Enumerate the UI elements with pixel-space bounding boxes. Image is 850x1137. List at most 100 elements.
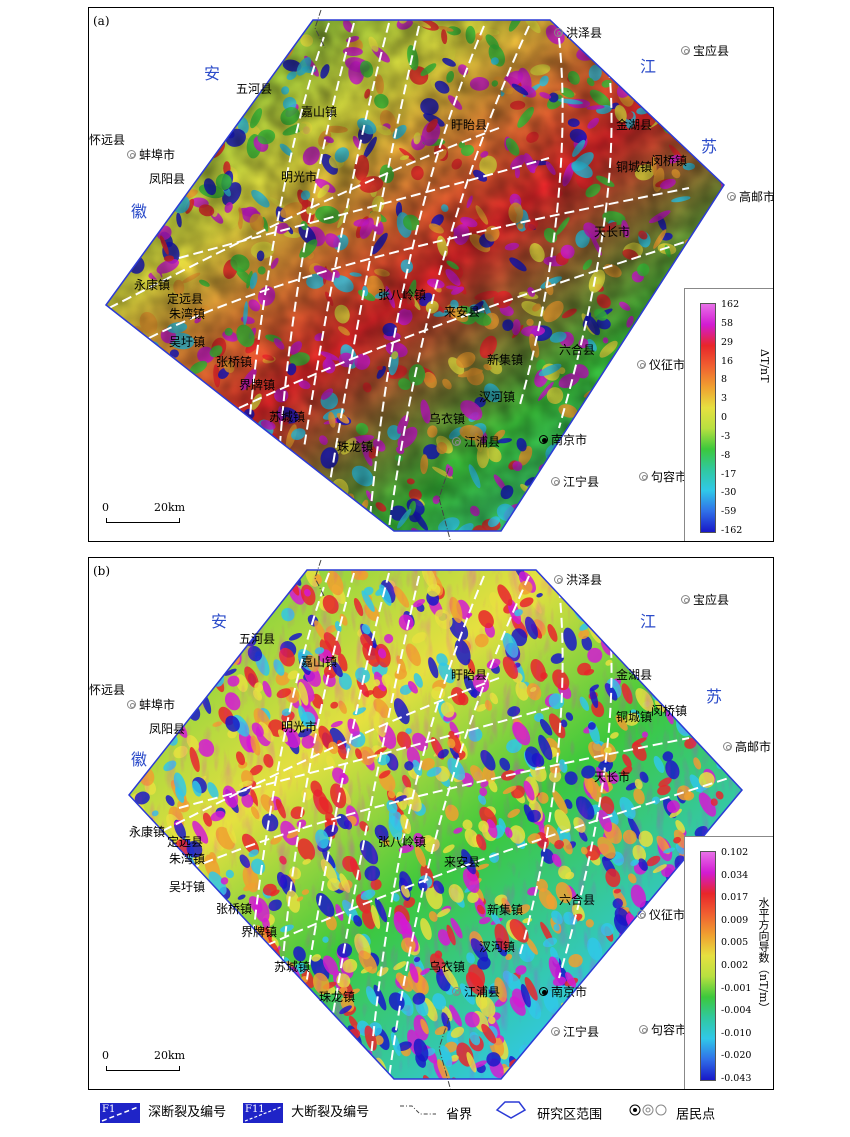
place-label: 张八岭镇 (378, 288, 427, 302)
place-label: 吴圩镇 (169, 880, 206, 894)
settlement-icon (551, 477, 560, 486)
place-label: 江浦县 (464, 435, 501, 449)
place-label: 南京市 (551, 433, 588, 447)
place-label: 洪泽县 (566, 26, 603, 40)
settlement-icon (127, 150, 136, 159)
deep-fault-icon: F1 (100, 1102, 140, 1123)
colorbar (700, 303, 716, 533)
settlement-icon (628, 1100, 668, 1130)
place-label: 五河县 (239, 632, 276, 646)
province-border-icon (398, 1100, 438, 1130)
fault-line (303, 572, 390, 999)
fault-line (558, 67, 613, 429)
colorbar-tick-label: -0.010 (721, 1027, 752, 1039)
place-label: 高邮市 (739, 190, 774, 204)
colorbar-tick-label: 0.034 (721, 869, 749, 881)
place-label: 张八岭镇 (378, 835, 427, 849)
colorbar-tick-label: 162 (721, 299, 740, 310)
place-label: 永康镇 (129, 825, 166, 839)
fault-line (388, 25, 530, 529)
province-label-hui: 徽 (131, 202, 148, 221)
settlement-icon (539, 435, 548, 444)
fault-lines-b (108, 572, 730, 1079)
place-label: 张桥镇 (216, 902, 253, 916)
scale-bar: 0 20km (99, 1049, 189, 1079)
legend-province-border: 省界 (398, 1100, 472, 1126)
settlement-icon (539, 987, 548, 996)
settlement-icon (723, 742, 732, 751)
settlement-icon (452, 987, 461, 996)
colorbar-tick-label: -8 (721, 449, 731, 461)
place-label: 苏城镇 (269, 410, 306, 424)
settlement-icon (452, 437, 461, 446)
fault-line (518, 37, 564, 409)
province-label-hui: 徽 (131, 750, 148, 769)
place-label: 句容市 (651, 1023, 688, 1037)
fault-line (178, 707, 550, 809)
place-label: 仪征市 (649, 358, 686, 372)
settlement-icon (639, 472, 648, 481)
place-label: 苏城镇 (274, 960, 311, 974)
scale-bar: 0 20km (99, 501, 189, 531)
fault-line (148, 737, 690, 889)
colorbar-tick-label: 8 (721, 374, 728, 386)
province-label-an: 安 (211, 612, 228, 631)
place-label: 明光市 (281, 720, 318, 734)
place-label: 洪泽县 (566, 573, 603, 587)
derivative-raster-b (129, 570, 742, 1079)
panel-label: (a) (93, 14, 110, 28)
place-label: 铜城镇 (616, 160, 653, 174)
legend-study-area: 研究区范围 (493, 1100, 602, 1126)
place-label: 来安县 (444, 305, 481, 319)
fault-line (278, 572, 355, 1009)
place-label: 天长市 (594, 770, 631, 784)
colorbar-tick-label: -0.020 (721, 1050, 752, 1062)
fault-line (368, 25, 485, 529)
place-label: 铜城镇 (616, 710, 653, 724)
place-label: 嘉山镇 (301, 655, 338, 669)
colorbar-tick-label: -3 (721, 430, 731, 442)
settlement-icon (637, 360, 646, 369)
colorbar-tick-label: 16 (721, 355, 734, 367)
colorbar-tick-label: 0.002 (721, 960, 749, 971)
province-border (314, 9, 451, 541)
place-label: 六合县 (559, 343, 596, 357)
fault-line (303, 22, 390, 449)
colorbar-tick-label: 58 (721, 317, 734, 329)
settlement-icon (127, 700, 136, 709)
place-label: 江浦县 (464, 985, 501, 999)
place-label: 汊河镇 (479, 390, 516, 404)
place-label: 汊河镇 (479, 940, 516, 954)
colorbar-tick-label: 29 (721, 336, 734, 348)
map-panel-a: (a) 安 徽 江 苏 洪泽县 宝应县 五河县 金湖县 怀远县 蚌埠市 凤阳县 闵桥镇 高邮市天… (88, 7, 774, 542)
fault-line (248, 22, 330, 429)
place-label: 蚌埠市 (139, 698, 176, 712)
panel-label: (b) (93, 564, 111, 578)
fault-line (558, 617, 613, 979)
colorbar-tick-label: 0.005 (721, 937, 749, 949)
place-label: 珠龙镇 (319, 990, 356, 1004)
legend-major-fault: F11 大断裂及编号 (243, 1100, 369, 1126)
place-label: 定远县 (167, 835, 204, 849)
place-label: 五河县 (236, 82, 273, 96)
place-label: 六合县 (559, 893, 596, 907)
place-label: 明光市 (281, 170, 318, 184)
study-area-icon (493, 1100, 529, 1130)
place-label: 怀远县 (89, 133, 126, 147)
province-border (314, 559, 451, 1089)
place-label: 永康镇 (134, 278, 171, 292)
place-label: 金湖县 (616, 118, 653, 132)
place-label: 盱眙县 (451, 118, 488, 132)
colorbar-tick-label: 0.009 (721, 914, 749, 926)
colorbar-tick-label: -162 (721, 525, 743, 536)
colorbar-tick-label: -0.043 (721, 1073, 752, 1084)
place-label: 宝应县 (693, 44, 730, 58)
map-panel-b: (b) 安 徽 江 苏 洪泽县 宝应县 五河县 金湖县 怀远县 蚌埠市 凤阳县 闵桥镇 高邮市天… (88, 557, 774, 1090)
colorbar-tick-label: 0.102 (721, 847, 749, 858)
place-label: 天长市 (594, 225, 631, 239)
study-area-boundary (104, 19, 725, 532)
place-label: 定远县 (167, 292, 204, 306)
colorbar-legend: 0.102 0.034 0.017 0.009 0.005 0.002 -0.001 -0.0… (684, 836, 773, 1089)
place-label: 来安县 (444, 855, 481, 869)
colorbar-tick-label: -30 (721, 487, 737, 499)
